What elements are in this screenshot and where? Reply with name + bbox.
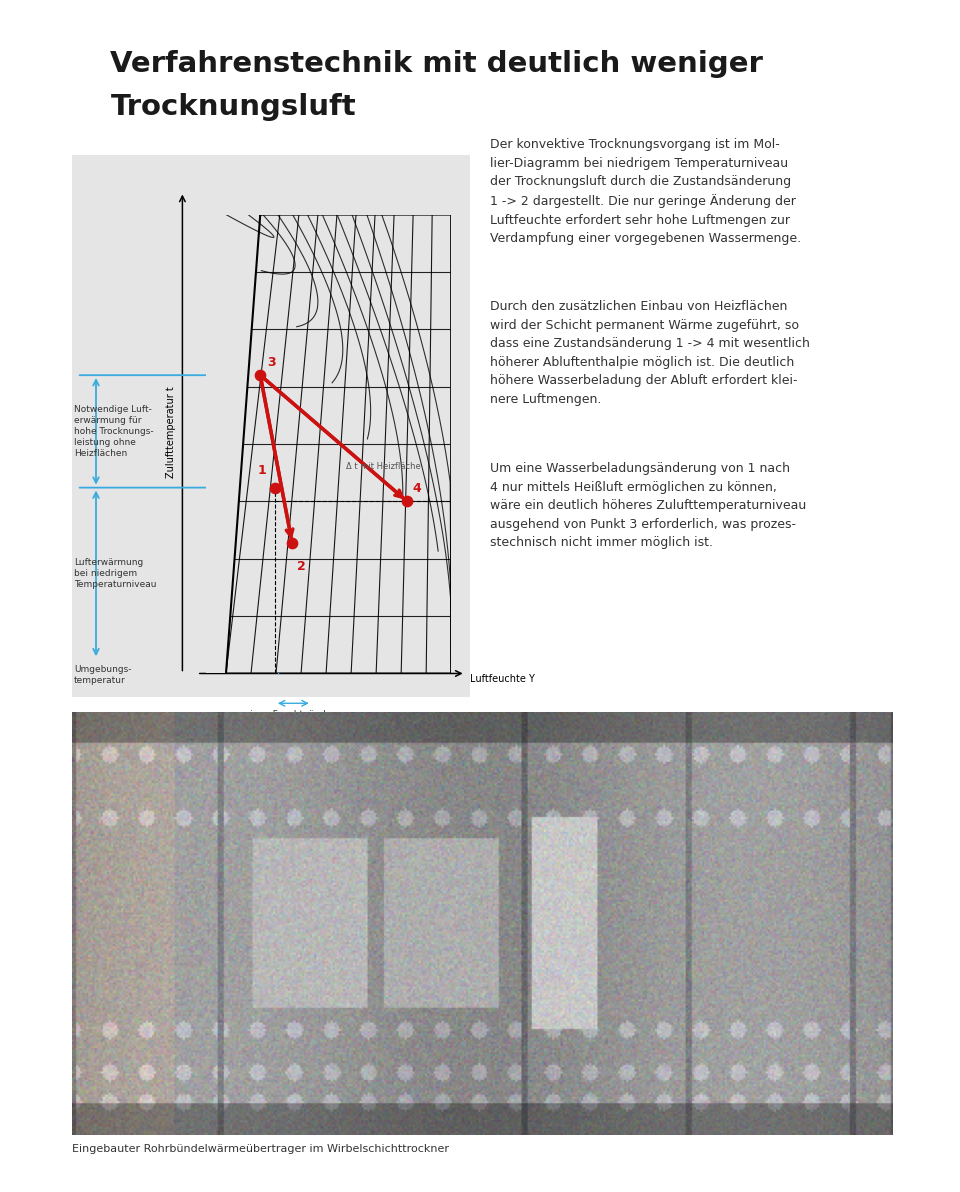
Text: Durch den zusätzlichen Einbau von Heizflächen
wird der Schicht permanent Wärme z: Durch den zusätzlichen Einbau von Heizfl…: [490, 300, 809, 406]
Text: große Feuchteänderung
der Luft = geringe Luftmenge: große Feuchteänderung der Luft = geringe…: [280, 752, 416, 772]
Bar: [72, 155, 470, 697]
Text: Eingebauter Rohrbündelwärmeübertrager im Wirbelschichttrockner: Eingebauter Rohrbündelwärmeübertrager im…: [72, 1144, 449, 1154]
Point: [284, 533, 300, 552]
Text: Zulufttemperatur t: Zulufttemperatur t: [166, 386, 176, 478]
Point: [399, 492, 415, 511]
Text: geringe Feuchteänderung
der Luft = große Luftmenge: geringe Feuchteänderung der Luft = große…: [230, 710, 356, 731]
Text: Umgebungs-
temperatur: Umgebungs- temperatur: [74, 665, 132, 685]
Text: Der konvektive Trocknungsvorgang ist im Mol-
lier-Diagramm bei niedrigem Tempera: Der konvektive Trocknungsvorgang ist im …: [490, 138, 801, 246]
Text: Δ t mit Heizfläche: Δ t mit Heizfläche: [346, 462, 420, 471]
Text: 1: 1: [258, 464, 267, 477]
Text: Trocknungsluft: Trocknungsluft: [110, 93, 356, 120]
Text: Um eine Wasserbeladungsänderung von 1 nach
4 nur mittels Heißluft ermöglichen zu: Um eine Wasserbeladungsänderung von 1 na…: [490, 462, 805, 550]
Point: [267, 478, 282, 497]
Text: 4: 4: [412, 483, 420, 495]
Text: 3: 3: [268, 356, 276, 370]
Point: [252, 366, 268, 385]
Text: Verfahrenstechnik mit deutlich weniger: Verfahrenstechnik mit deutlich weniger: [110, 50, 763, 77]
Text: 2: 2: [297, 560, 305, 573]
Text: Lufterwärmung
bei niedrigem
Temperaturniveau: Lufterwärmung bei niedrigem Temperaturni…: [74, 558, 156, 589]
Text: Luftfeuchte Y: Luftfeuchte Y: [470, 675, 536, 684]
Text: Notwendige Luft-
erwärmung für
hohe Trocknungs-
leistung ohne
Heizflächen: Notwendige Luft- erwärmung für hohe Troc…: [74, 405, 154, 458]
